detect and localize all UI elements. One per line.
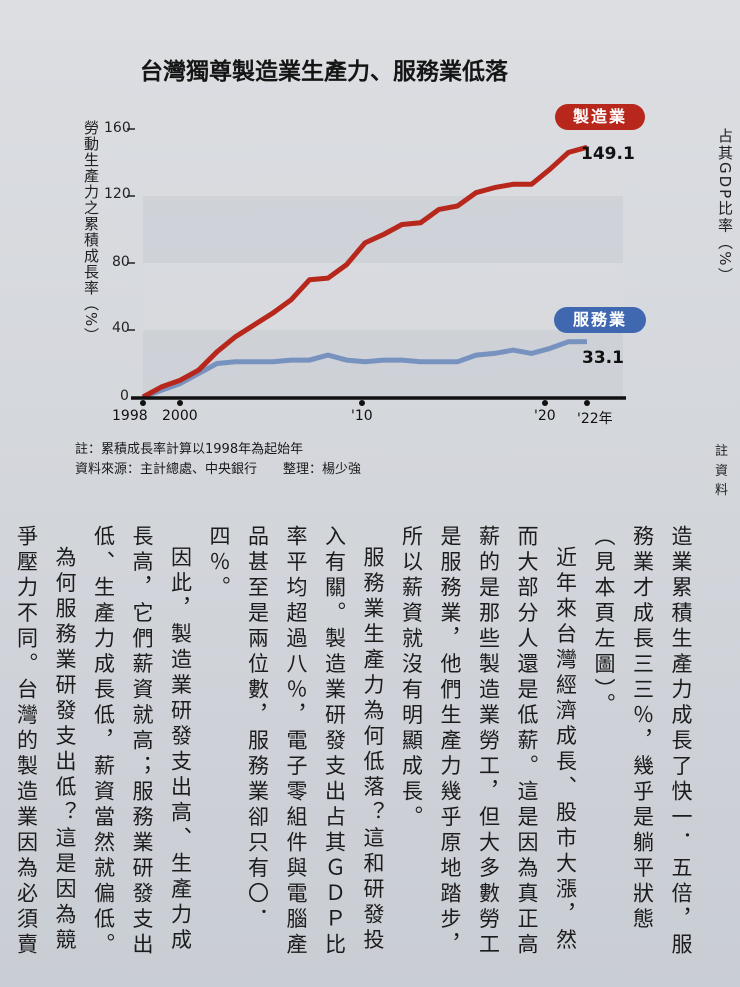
x-tick-2022: '22年 <box>577 411 613 427</box>
manufacturing-end-value: 149.1 <box>581 144 635 164</box>
side-note-2: 資料 <box>715 464 729 498</box>
paragraph: 近年來台灣經濟成長、股市大漲，然而大部分人還是低薪。這是因為真正高薪的是那些製造… <box>399 525 578 959</box>
chart-note: 註：累積成長率計算以1998年為起始年 <box>75 442 304 457</box>
x-tick-2000: 2000 <box>162 408 198 424</box>
services-line <box>142 339 588 400</box>
chart-title: 台灣獨尊製造業生產力、服務業低落 <box>140 58 508 85</box>
paragraph: 因此，製造業研發支出高、生產力成長高，它們薪資就高；服務業研發支出低、生產力成長… <box>91 525 193 959</box>
legend-manufacturing: 製造業 <box>555 104 645 130</box>
x-tick-1998: 1998 <box>112 408 148 424</box>
y-tick-160: 160 <box>104 120 131 136</box>
y-axis-label: 勞動生產力之累積成長率（%） <box>82 120 100 344</box>
legend-services: 服務業 <box>554 307 646 333</box>
x-tick-2020: '20 <box>534 408 556 424</box>
y-tick-80: 80 <box>112 254 130 270</box>
paragraph: 造業累積生產力成長了快一．五倍，服務業才成長三三％，幾乎是躺平狀態（見本頁左圖）… <box>592 525 693 959</box>
x-tick-2010: '10 <box>351 408 373 424</box>
y-tick-40: 40 <box>112 320 130 336</box>
chart-source: 資料來源：主計總處、中央銀行 整理：楊少強 <box>75 462 362 477</box>
side-note-1: 註 <box>715 444 729 459</box>
y-tick-120: 120 <box>104 186 131 202</box>
services-end-value: 33.1 <box>582 348 624 368</box>
paragraph: 為何服務業研發支出低？這是因為競爭壓力不同。台灣的製造業因為必須賣到全 <box>14 525 78 959</box>
y-tick-0: 0 <box>120 388 129 404</box>
side-chart-y-label: 占其GDP比率（%） <box>716 128 734 285</box>
paragraph: 服務業生產力為何低落？這和研發投入有關。製造業研發支出占其ＧＤＰ比率平均超過八％… <box>207 525 385 959</box>
manufacturing-line <box>141 144 588 400</box>
series-lines <box>141 144 588 400</box>
article-body: 造業累積生產力成長了快一．五倍，服務業才成長三三％，幾乎是躺平狀態（見本頁左圖）… <box>0 525 700 975</box>
